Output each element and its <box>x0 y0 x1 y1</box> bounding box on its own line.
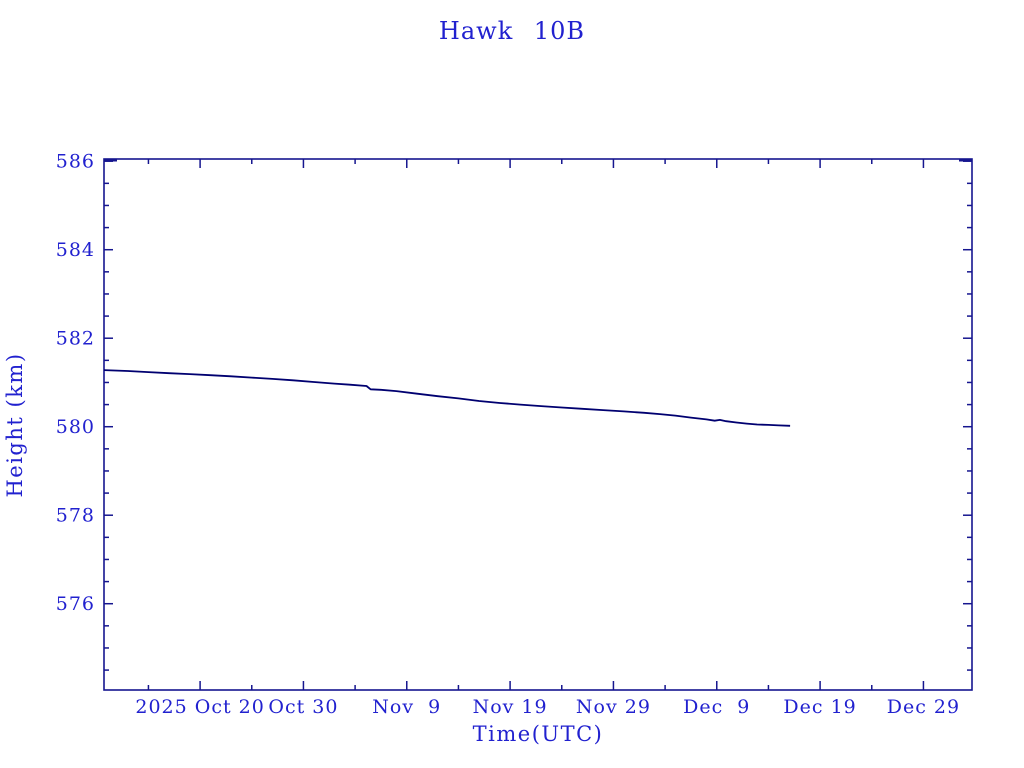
axis-ticks <box>104 159 972 690</box>
x-tick-label: Dec 19 <box>783 696 856 718</box>
y-tick-label: 580 <box>56 416 95 438</box>
y-tick-label: 584 <box>56 239 95 261</box>
plot-border <box>103 158 973 691</box>
x-tick-label: 2025 Oct 20 <box>135 696 264 718</box>
y-tick-label: 576 <box>56 593 95 615</box>
x-tick-label: Dec 9 <box>683 696 750 718</box>
x-tick-label: Oct 30 <box>268 696 338 718</box>
y-tick-label: 582 <box>56 328 95 350</box>
height-series-line <box>103 369 791 427</box>
x-axis-title: Time(UTC) <box>473 722 604 746</box>
y-axis-title: Height (km) <box>3 352 27 497</box>
x-axis-tick-labels: 2025 Oct 20 Oct 30 Nov 9 Nov 19 Nov 29 Dec 9 D… <box>135 696 960 718</box>
y-tick-label: 578 <box>56 505 95 527</box>
y-tick-label: 586 <box>56 151 95 173</box>
chart-title: Hawk 10B <box>439 17 585 45</box>
y-axis-tick-labels: 586 584 582 580 578 576 <box>56 151 95 616</box>
plot-frame <box>103 158 973 691</box>
x-tick-label: Nov 9 <box>372 696 441 718</box>
x-tick-label: Nov 29 <box>576 696 651 718</box>
x-tick-label: Nov 19 <box>473 696 548 718</box>
x-tick-label: Dec 29 <box>887 696 960 718</box>
height-series <box>103 369 791 427</box>
